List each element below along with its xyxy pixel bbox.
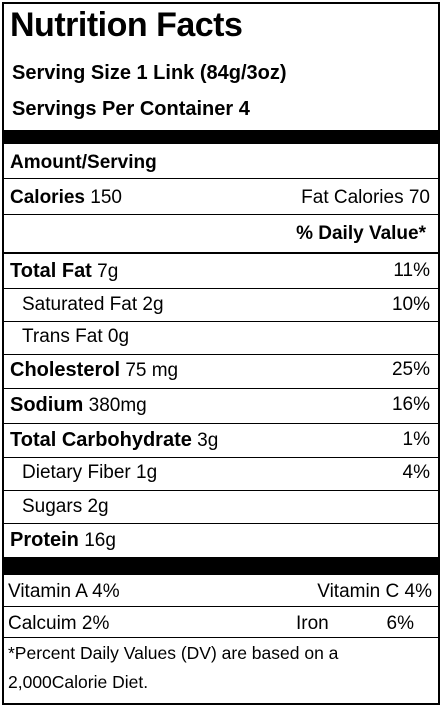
- divider: [4, 321, 438, 322]
- serving-size: Serving Size 1 Link (84g/3oz): [12, 62, 287, 84]
- divider: [4, 423, 438, 424]
- divider: [4, 490, 438, 491]
- protein-label: Protein: [10, 529, 79, 551]
- label-title: Nutrition Facts: [10, 6, 243, 44]
- divider: [4, 388, 438, 389]
- divider: [4, 178, 438, 179]
- total-fat-label: Total Fat: [10, 260, 92, 282]
- fat-calories: Fat Calories 70: [301, 187, 430, 208]
- divider: [4, 252, 438, 254]
- saturated-fat-label: Saturated Fat 2g: [22, 294, 164, 315]
- calcium: Calcuim 2%: [8, 613, 110, 634]
- iron-value: 6%: [386, 613, 414, 634]
- divider: [4, 606, 438, 607]
- divider: [4, 354, 438, 355]
- trans-fat-label: Trans Fat 0g: [22, 326, 130, 347]
- daily-value-header: % Daily Value*: [296, 223, 426, 244]
- vitamin-c: Vitamin C 4%: [317, 581, 432, 602]
- sugars-label: Sugars 2g: [22, 496, 109, 517]
- calories-value: 150: [90, 187, 122, 208]
- thick-divider-bottom: [4, 557, 438, 575]
- calories-row: Calories 150: [10, 187, 122, 209]
- divider: [4, 457, 438, 458]
- sodium-row: Sodium 380mg: [10, 394, 147, 417]
- total-fat-amount: 7g: [97, 261, 119, 282]
- cholesterol-dv: 25%: [391, 359, 430, 380]
- calories-label: Calories: [10, 187, 85, 208]
- amount-serving-label: Amount/Serving: [10, 152, 157, 173]
- cholesterol-amount: 75 mg: [125, 360, 179, 381]
- thick-divider-top: [4, 130, 438, 144]
- saturated-fat-dv: 10%: [391, 294, 430, 315]
- servings-per-container: Servings Per Container 4: [12, 98, 250, 120]
- dietary-fiber-label: Dietary Fiber 1g: [22, 462, 158, 483]
- vitamin-a: Vitamin A 4%: [8, 581, 120, 602]
- total-carb-row: Total Carbohydrate 3g: [10, 429, 218, 452]
- divider: [4, 288, 438, 289]
- total-fat-row: Total Fat 7g: [10, 260, 118, 283]
- total-carb-label: Total Carbohydrate: [10, 429, 192, 451]
- total-carb-dv: 1%: [402, 429, 430, 450]
- sodium-dv: 16%: [391, 394, 430, 415]
- total-carb-amount: 3g: [197, 430, 219, 451]
- protein-amount: 16g: [84, 530, 116, 551]
- total-fat-dv: 11%: [393, 260, 430, 281]
- protein-row: Protein 16g: [10, 529, 116, 552]
- footnote-line-2: 2,000Calorie Diet.: [8, 672, 149, 692]
- cholesterol-label: Cholesterol: [10, 359, 121, 381]
- divider: [4, 637, 438, 638]
- sodium-amount: 380mg: [88, 395, 147, 416]
- sodium-label: Sodium: [10, 394, 84, 416]
- footnote-line-1: *Percent Daily Values (DV) are based on …: [8, 643, 339, 663]
- iron-label: Iron: [296, 613, 329, 634]
- divider: [4, 523, 438, 524]
- divider: [4, 214, 438, 215]
- cholesterol-row: Cholesterol 75 mg: [10, 359, 178, 382]
- dietary-fiber-dv: 4%: [402, 462, 430, 483]
